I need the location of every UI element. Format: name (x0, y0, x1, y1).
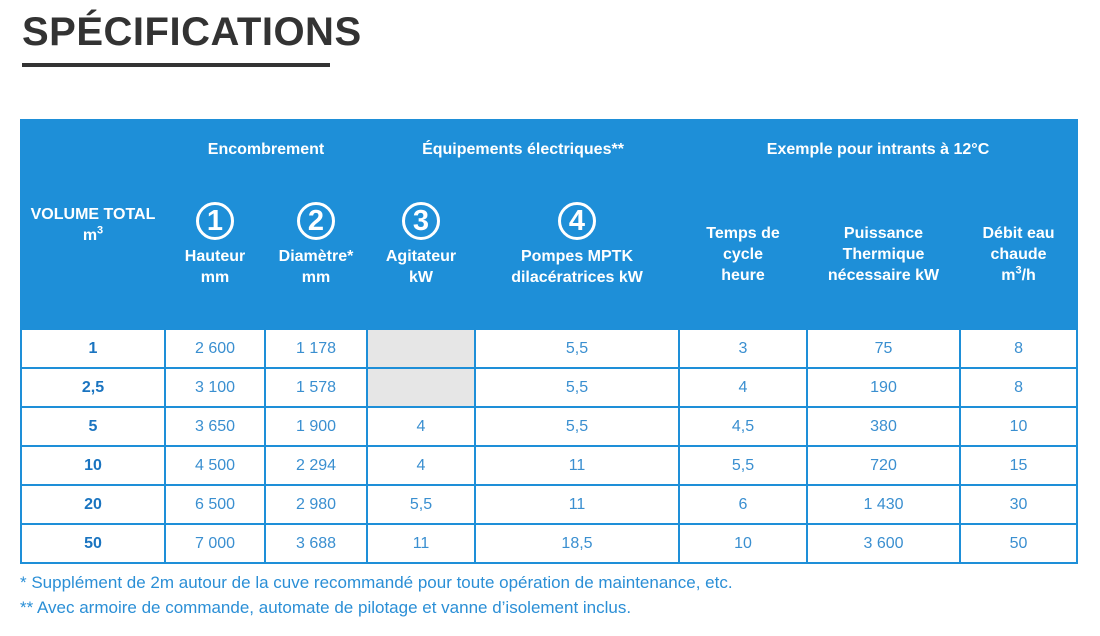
hauteur-cell: 3 100 (164, 367, 266, 408)
puissance-cell: 190 (806, 367, 961, 408)
volume-cell: 2,5 (20, 367, 166, 408)
puissance-cell: 380 (806, 406, 961, 447)
group-exemple-header: Exemple pour intrants à 12°C (677, 119, 1079, 180)
number-3-badge: 3 (402, 202, 440, 240)
col-header-puissance-thermique: Puissance Thermique nécessaire kW (806, 178, 961, 330)
table-row: 5 3 650 1 900 4 5,5 4,5 380 10 (20, 406, 1079, 447)
temps-cell: 3 (678, 328, 808, 369)
volume-total-header: VOLUME TOTAL m3 (20, 119, 166, 330)
hauteur-cell: 6 500 (164, 484, 266, 525)
agitateur-cell-empty (366, 328, 476, 369)
volume-cell: 10 (20, 445, 166, 486)
pompes-cell: 11 (474, 484, 680, 525)
specifications-table: VOLUME TOTAL m3 Encombrement Équipements… (20, 119, 1079, 564)
agitateur-cell: 11 (366, 523, 476, 564)
hauteur-cell: 4 500 (164, 445, 266, 486)
agitateur-cell-empty (366, 367, 476, 408)
number-1-badge: 1 (196, 202, 234, 240)
col-header-hauteur: 1 Hauteur mm (164, 178, 266, 330)
agitateur-cell: 5,5 (366, 484, 476, 525)
volume-cell: 5 (20, 406, 166, 447)
table-row: 10 4 500 2 294 4 11 5,5 720 15 (20, 445, 1079, 486)
hauteur-cell: 7 000 (164, 523, 266, 564)
debit-cell: 15 (958, 445, 1079, 486)
pompes-cell: 18,5 (474, 523, 680, 564)
diametre-cell: 1 578 (264, 367, 368, 408)
volume-cell: 50 (20, 523, 166, 564)
agitateur-cell: 4 (366, 445, 476, 486)
footnotes: * Supplément de 2m autour de la cuve rec… (20, 570, 733, 620)
table-row: 20 6 500 2 980 5,5 11 6 1 430 30 (20, 484, 1079, 525)
temps-cell: 5,5 (678, 445, 808, 486)
debit-cell: 8 (958, 367, 1079, 408)
diametre-cell: 3 688 (264, 523, 368, 564)
hauteur-cell: 2 600 (164, 328, 266, 369)
debit-cell: 50 (958, 523, 1079, 564)
hauteur-cell: 3 650 (164, 406, 266, 447)
debit-cell: 10 (958, 406, 1079, 447)
puissance-cell: 1 430 (806, 484, 961, 525)
puissance-cell: 3 600 (806, 523, 961, 564)
table-row: 1 2 600 1 178 5,5 3 75 8 (20, 328, 1079, 369)
diametre-cell: 1 900 (264, 406, 368, 447)
col-header-pompes: 4 Pompes MPTK dilacératrices kW (474, 178, 680, 330)
puissance-cell: 720 (806, 445, 961, 486)
temps-cell: 4,5 (678, 406, 808, 447)
number-4-badge: 4 (558, 202, 596, 240)
table-row: 50 7 000 3 688 11 18,5 10 3 600 50 (20, 523, 1079, 564)
volume-cell: 20 (20, 484, 166, 525)
col-header-diametre: 2 Diamètre* mm (264, 178, 368, 330)
pompes-cell: 5,5 (474, 406, 680, 447)
pompes-cell: 5,5 (474, 328, 680, 369)
table-row: 2,5 3 100 1 578 5,5 4 190 8 (20, 367, 1079, 408)
group-equipements-header: Équipements électriques** (366, 119, 680, 180)
pompes-cell: 11 (474, 445, 680, 486)
number-2-badge: 2 (297, 202, 335, 240)
temps-cell: 6 (678, 484, 808, 525)
group-encombrement-header: Encombrement (164, 119, 368, 180)
temps-cell: 10 (678, 523, 808, 564)
footnote-armoire: ** Avec armoire de commande, automate de… (20, 598, 632, 617)
puissance-cell: 75 (806, 328, 961, 369)
diametre-cell: 1 178 (264, 328, 368, 369)
col-header-agitateur: 3 Agitateur kW (366, 178, 476, 330)
diametre-cell: 2 294 (264, 445, 368, 486)
agitateur-cell: 4 (366, 406, 476, 447)
debit-cell: 30 (958, 484, 1079, 525)
page-title: SPÉCIFICATIONS (22, 10, 362, 54)
diametre-cell: 2 980 (264, 484, 368, 525)
debit-cell: 8 (958, 328, 1079, 369)
pompes-cell: 5,5 (474, 367, 680, 408)
temps-cell: 4 (678, 367, 808, 408)
title-underline (22, 63, 330, 67)
volume-cell: 1 (20, 328, 166, 369)
col-header-temps-cycle: Temps de cycle heure (678, 178, 808, 330)
footnote-maintenance: * Supplément de 2m autour de la cuve rec… (20, 573, 733, 592)
col-header-debit-eau: Débit eau chaude m3/h (958, 178, 1079, 330)
